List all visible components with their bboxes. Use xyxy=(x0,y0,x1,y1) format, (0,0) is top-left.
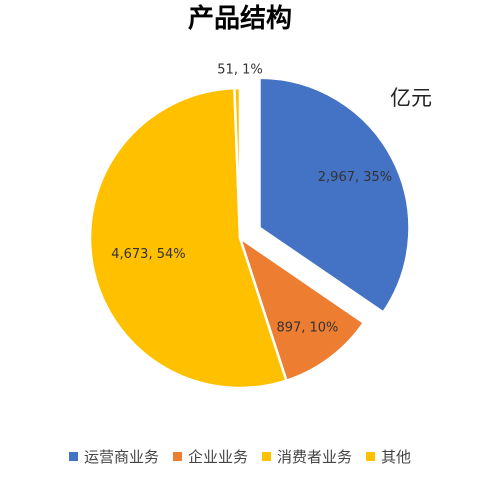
data-label-other: 51, 1% xyxy=(217,63,262,78)
legend-label-consumer: 消费者业务 xyxy=(277,448,353,466)
legend-swatch-operator xyxy=(68,452,78,461)
pie-data-labels: 2,967, 35% 897, 10% 4,673, 54% 51, 1% xyxy=(111,63,392,336)
legend-label-other: 其他 xyxy=(381,448,412,466)
legend-item-other: 其他 xyxy=(366,446,411,467)
legend-item-consumer: 消费者业务 xyxy=(262,446,352,467)
pie-chart: 2,967, 35% 897, 10% 4,673, 54% 51, 1% xyxy=(88,63,411,390)
legend-swatch-other xyxy=(366,452,376,461)
data-label-consumer: 4,673, 54% xyxy=(111,247,185,262)
unit-label: 亿元 xyxy=(390,86,432,110)
pie-slice-consumer xyxy=(88,86,288,390)
legend-label-operator: 运营商业务 xyxy=(83,448,159,466)
pie-slices xyxy=(88,76,411,390)
legend-swatch-enterprise xyxy=(172,452,182,461)
legend-item-operator: 运营商业务 xyxy=(68,446,159,467)
data-label-enterprise: 897, 10% xyxy=(276,321,338,336)
pie-slice-other xyxy=(233,86,242,240)
legend-swatch-consumer xyxy=(262,452,271,461)
pie-slice-enterprise xyxy=(238,236,366,382)
data-label-operator: 2,967, 35% xyxy=(318,170,392,185)
legend-label-enterprise: 企业业务 xyxy=(187,448,248,466)
legend: 运营商业务 企业业务 消费者业务 其他 xyxy=(0,446,480,467)
pie-slice-operator xyxy=(258,76,411,314)
legend-item-enterprise: 企业业务 xyxy=(172,446,248,467)
chart-title: 产品结构 xyxy=(187,4,292,34)
